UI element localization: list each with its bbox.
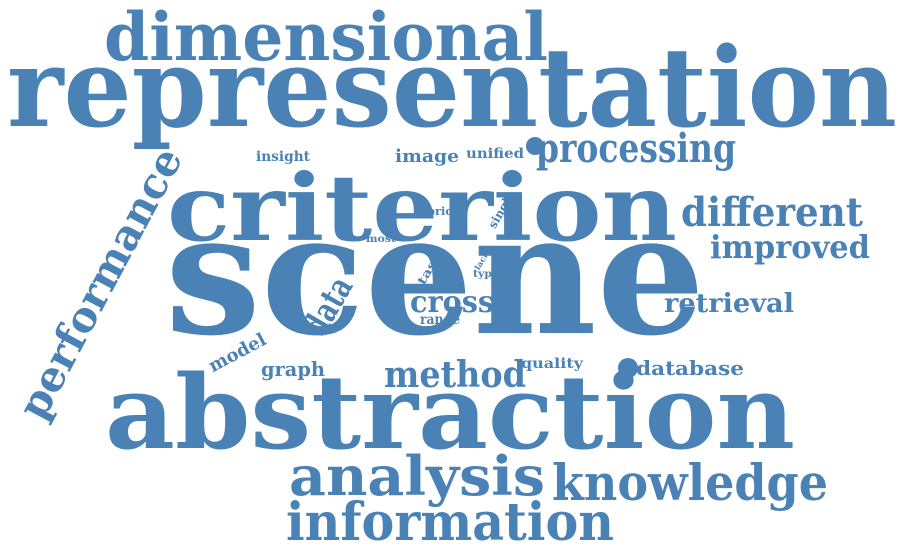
word-cross: cross xyxy=(410,285,494,320)
word-representation: representation xyxy=(7,23,897,152)
word-dimensional: dimensional xyxy=(104,0,548,76)
decorative-dot xyxy=(526,137,544,155)
word-insight: insight xyxy=(256,149,311,165)
word-type: type xyxy=(473,269,499,280)
word-analysis: analysis xyxy=(289,444,545,508)
word-scene: scene xyxy=(165,175,705,373)
word-graph: graph xyxy=(261,357,325,381)
word-abstraction: abstraction xyxy=(105,353,795,473)
word-different: different xyxy=(681,189,863,236)
decorative-dot xyxy=(618,358,638,378)
word-image: image xyxy=(395,146,459,167)
word-improved: improved xyxy=(710,228,870,266)
word-range: range xyxy=(420,312,460,328)
word-quality: quality xyxy=(521,356,584,372)
word-retrieval: retrieval xyxy=(664,289,794,319)
word-information: information xyxy=(286,492,614,547)
word-database: database xyxy=(636,356,744,380)
word-method: method xyxy=(384,354,526,396)
word-most: most xyxy=(366,234,396,245)
word-prior: prior xyxy=(427,205,459,218)
word-criterion: criterion xyxy=(167,154,677,262)
word-processing: processing xyxy=(536,125,736,172)
word-knowledge: knowledge xyxy=(552,453,828,512)
word-unified: unified xyxy=(466,146,524,162)
